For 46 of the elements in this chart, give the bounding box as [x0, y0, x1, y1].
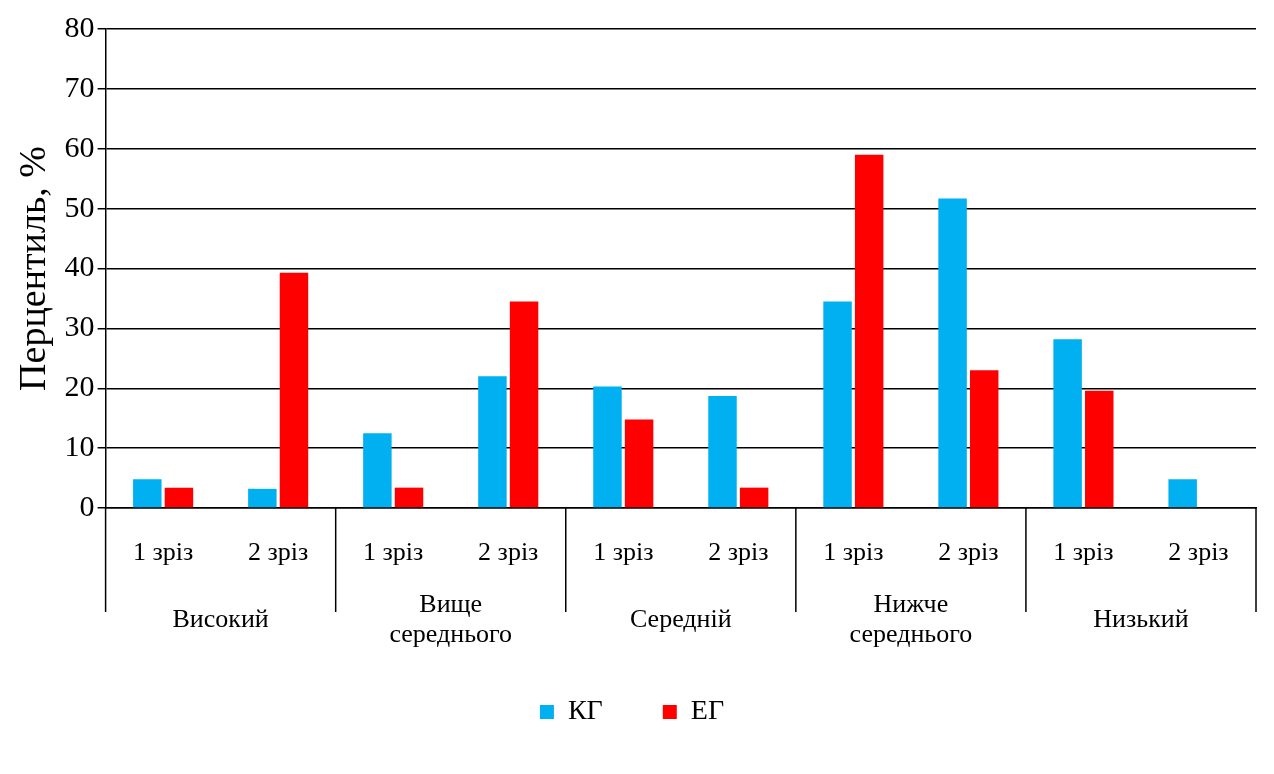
- bar: [478, 376, 507, 508]
- text: Нижче середнього: [849, 588, 973, 648]
- bar: [394, 487, 424, 508]
- y-tick-label: 0: [79, 488, 95, 522]
- bar: [363, 433, 392, 508]
- bar: [823, 301, 852, 508]
- bar: [969, 370, 999, 508]
- bar: [739, 487, 769, 508]
- x-tick-label: 1 зріз: [132, 537, 194, 567]
- x-tick-label: 1 зріз: [1053, 537, 1114, 567]
- x-tick-label: 1 зріз: [593, 537, 654, 567]
- y-tick-label: 70: [64, 69, 95, 103]
- bar: [708, 396, 737, 508]
- y-tick-label: 50: [64, 189, 95, 223]
- legend-label: КГ: [567, 694, 603, 726]
- x-tick-label: 2 зріз: [938, 537, 999, 567]
- bar: [509, 301, 539, 508]
- x-tick-label: 2 зріз: [248, 537, 309, 567]
- y-tick-label: 40: [64, 249, 95, 283]
- text: Середній: [629, 603, 732, 633]
- y-tick-label: 80: [64, 9, 95, 43]
- bar: [624, 419, 654, 508]
- y-tick-label: 10: [64, 429, 95, 462]
- x-tick-label: 1 зріз: [363, 537, 424, 567]
- x-tick-label: 1 зріз: [823, 537, 884, 567]
- y-axis-title: Перцентиль, %: [10, 146, 53, 391]
- bar: [248, 488, 277, 508]
- text: Вище середнього: [389, 588, 513, 648]
- x-tick-label: 2 зріз: [478, 537, 539, 567]
- y-tick-label: 60: [64, 129, 95, 163]
- legend-label: ЕГ: [690, 694, 725, 726]
- bar: [1168, 479, 1197, 508]
- text: Низький: [1093, 603, 1189, 633]
- bar: [1053, 339, 1082, 508]
- bar: [279, 272, 309, 508]
- bar: [133, 479, 162, 508]
- y-tick-label: 30: [64, 309, 95, 343]
- bar: [854, 154, 884, 508]
- bar: [938, 198, 967, 508]
- y-tick-label: 20: [64, 369, 95, 403]
- x-tick-label: 2 зріз: [1168, 537, 1229, 567]
- text: Високий: [172, 603, 269, 633]
- x-tick-label: 2 зріз: [708, 537, 769, 567]
- bar: [593, 386, 622, 508]
- bar: [1085, 390, 1114, 508]
- bar: [164, 487, 194, 508]
